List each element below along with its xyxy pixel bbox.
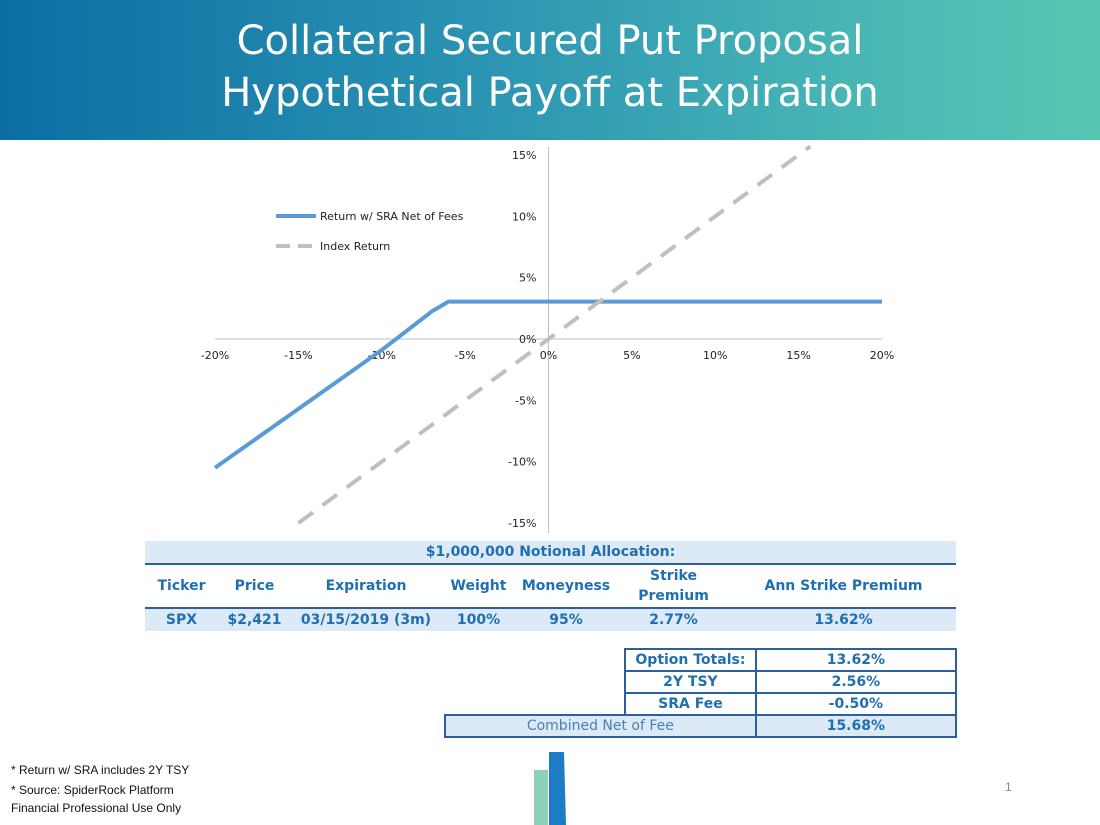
x-tick-label: 20% [870,349,894,362]
col-strike-premium: Strike Premium [616,564,731,609]
totals-row: 2Y TSY 2.56% [445,670,958,694]
totals-label: SRA Fee [624,692,757,716]
y-tick-label: 10% [512,210,536,223]
totals-label: Option Totals: [624,648,757,672]
y-tick-label: 5% [519,272,536,285]
x-tick-label: 0% [540,349,557,362]
col-price: Price [218,564,291,609]
totals-row: Option Totals: 13.62% [445,648,958,672]
y-tick-label: -15% [508,517,536,530]
col-moneyness: Moneyness [516,564,616,609]
allocation-table: $1,000,000 Notional Allocation: Ticker P… [145,541,956,631]
company-logo [534,752,566,825]
cell-ticker: SPX [145,608,218,631]
cell-expiration: 03/15/2019 (3m) [291,608,441,631]
x-tick-label: -20% [201,349,229,362]
title-line-2: Hypothetical Payoff at Expiration [221,70,879,116]
logo-bar-short [534,770,548,825]
x-tick-label: -10% [368,349,396,362]
payoff-chart: -20% -15% -10% -5% 0% 5% 10% 15% 20% 15% 10% 5% 0% -5… [201,144,894,533]
page-number: 1 [1005,780,1012,794]
x-tick-label: 15% [786,349,810,362]
footnote-return: * Return w/ SRA includes 2Y TSY [11,763,190,777]
totals-table: Option Totals: 13.62% 2Y TSY 2.56% SRA F… [444,648,958,738]
y-tick-label: -10% [508,456,536,469]
logo-bar-tall [549,752,566,825]
col-ann-strike-premium: Ann Strike Premium [731,564,956,609]
chart-legend: Return w/ SRA Net of Fees Index Return [276,210,464,253]
legend-label-1: Index Return [320,240,390,253]
allocation-heading: $1,000,000 Notional Allocation: [145,541,956,565]
title-line-1: Collateral Secured Put Proposal [236,18,864,64]
series-line-1 [297,144,812,525]
combined-row: Combined Net of Fee 15.68% [444,714,958,738]
combined-label: Combined Net of Fee [444,714,757,738]
y-tick-label: -5% [515,394,536,407]
totals-label: 2Y TSY [624,670,757,694]
cell-moneyness: 95% [516,608,616,631]
cell-strike-premium: 2.77% [616,608,731,631]
chart-tick-labels: -20% -15% -10% -5% 0% 5% 10% 15% 20% 15% 10% 5% 0% -5… [201,149,894,530]
cell-price: $2,421 [218,608,291,631]
totals-row: SRA Fee -0.50% [445,692,958,716]
totals-value: 2.56% [754,670,958,694]
col-ticker: Ticker [145,564,218,609]
series-line-0 [213,299,882,470]
legend-label-0: Return w/ SRA Net of Fees [320,210,464,223]
totals-value: -0.50% [754,692,958,716]
cell-ann-strike-premium: 13.62% [731,608,956,631]
title-banner: Collateral Secured Put Proposal Hypothet… [0,0,1100,140]
totals-value: 13.62% [754,648,958,672]
footnote-disclaimer: Financial Professional Use Only [11,801,182,815]
y-tick-label: 15% [512,149,536,162]
table-row: SPX $2,421 03/15/2019 (3m) 100% 95% 2.77… [145,608,956,631]
chart-series [213,144,882,525]
x-tick-label: 5% [623,349,640,362]
allocation-heading-row: $1,000,000 Notional Allocation: [145,541,956,565]
cell-weight: 100% [441,608,516,631]
col-expiration: Expiration [291,564,441,609]
x-tick-label: 10% [703,349,727,362]
x-tick-label: -15% [284,349,312,362]
col-strike-premium-label: Strike Premium [638,568,709,604]
column-header-row: Ticker Price Expiration Weight Moneyness… [145,564,956,609]
col-weight: Weight [441,564,516,609]
combined-value: 15.68% [754,714,958,738]
footnote-source: * Source: SpiderRock Platform [11,783,174,797]
y-tick-label: 0% [519,333,536,346]
x-tick-label: -5% [454,349,475,362]
